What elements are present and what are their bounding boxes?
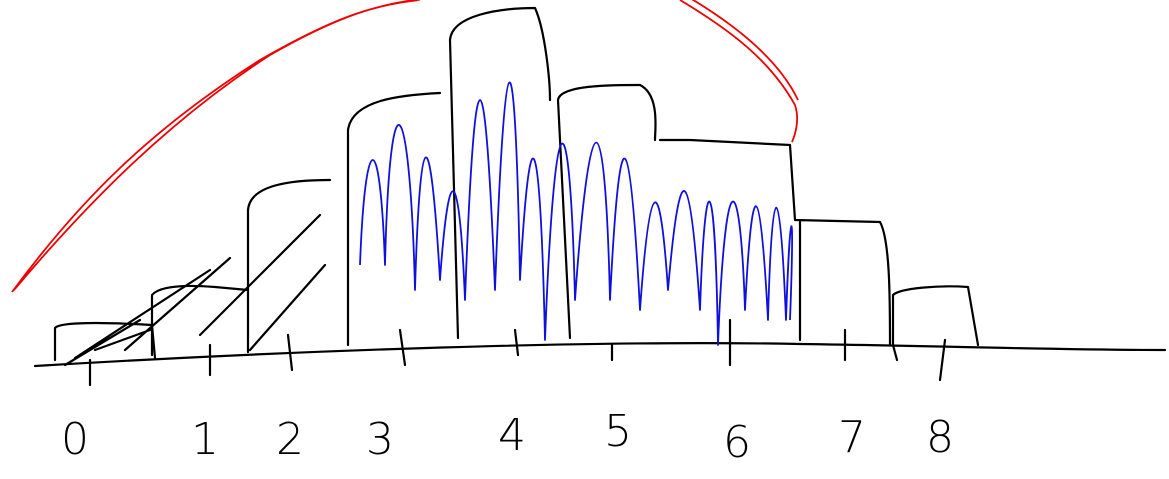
axis-label: 8: [926, 412, 954, 463]
histogram-bars: [53, 6, 980, 362]
axis-label: 5: [604, 406, 632, 457]
hatching: [63, 213, 327, 367]
axis-label: 2: [276, 414, 304, 465]
axis-label: 4: [498, 410, 526, 461]
axis-labels: 0 1 2 3 4 5 6 7 8: [61, 406, 954, 468]
scribble: [359, 81, 793, 346]
baseline: [33, 342, 1167, 368]
ticks: [88, 318, 947, 387]
axis-label: 7: [838, 412, 866, 463]
axis-label: 3: [366, 414, 394, 465]
red-curve: [11, 0, 799, 293]
axis-label: 1: [191, 414, 219, 465]
axis-label: 0: [61, 414, 89, 465]
axis-label: 6: [723, 417, 751, 468]
